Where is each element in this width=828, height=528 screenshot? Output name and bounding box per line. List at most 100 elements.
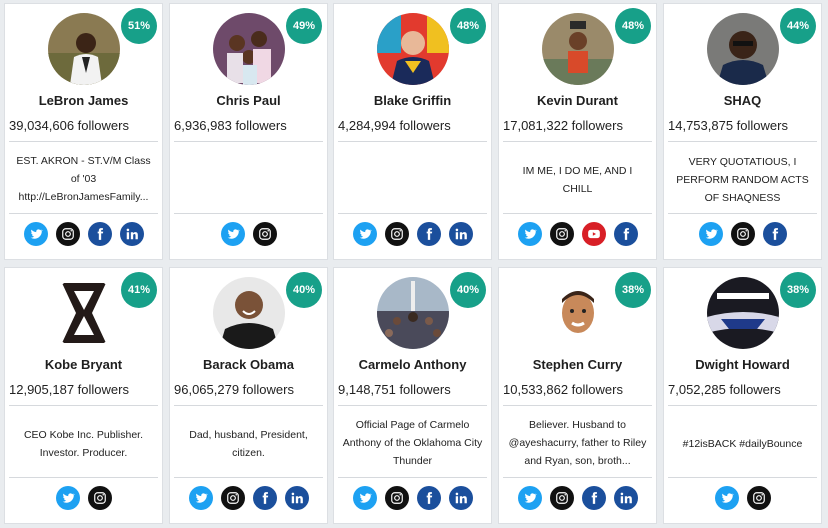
social-links <box>170 486 327 512</box>
profile-name[interactable]: Stephen Curry <box>532 357 623 372</box>
twitter-icon[interactable] <box>714 486 739 510</box>
bio-text: IM ME, I DO ME, AND I CHILL <box>522 165 633 195</box>
profile-card[interactable]: 44% SHAQ 14,753,875 followers VERY QUOTA… <box>663 3 822 260</box>
instagram-icon[interactable] <box>384 222 409 246</box>
bio-text: Believer. Husband to @ayeshacurry, fathe… <box>508 419 647 467</box>
profile-card[interactable]: 51% LeBron James 39,034,606 followers ES… <box>4 3 163 260</box>
follower-count: 39,034,606 followers <box>9 118 129 133</box>
social-links <box>334 486 491 512</box>
divider <box>338 141 487 142</box>
profile-name[interactable]: LeBron James <box>38 93 129 108</box>
match-score-badge: 48% <box>450 8 486 44</box>
instagram-icon[interactable] <box>730 222 755 246</box>
twitter-icon[interactable] <box>55 486 80 510</box>
match-score-badge: 51% <box>121 8 157 44</box>
facebook-icon[interactable] <box>762 222 787 246</box>
avatar[interactable] <box>542 13 614 85</box>
follower-count: 6,936,983 followers <box>174 118 287 133</box>
linkedin-icon[interactable] <box>284 486 309 510</box>
twitter-icon[interactable] <box>517 486 542 510</box>
match-score-badge: 38% <box>615 272 651 308</box>
follower-count: 96,065,279 followers <box>174 382 294 397</box>
match-score-badge: 40% <box>286 272 322 308</box>
profile-bio: CEO Kobe Inc. Publisher. Investor. Produ… <box>13 410 154 478</box>
profile-card[interactable]: 48% Kevin Durant 17,081,322 followers IM… <box>498 3 657 260</box>
follower-count: 7,052,285 followers <box>668 382 781 397</box>
facebook-icon[interactable] <box>252 486 277 510</box>
divider <box>174 405 323 406</box>
avatar[interactable] <box>213 277 285 349</box>
facebook-icon[interactable] <box>416 486 441 510</box>
instagram-icon[interactable] <box>384 486 409 510</box>
match-score-badge: 41% <box>121 272 157 308</box>
follower-count: 14,753,875 followers <box>668 118 788 133</box>
linkedin-icon[interactable] <box>613 486 638 510</box>
instagram-icon[interactable] <box>549 222 574 246</box>
instagram-icon[interactable] <box>55 222 80 246</box>
facebook-icon[interactable] <box>581 486 606 510</box>
bio-text: CEO Kobe Inc. Publisher. Investor. Produ… <box>23 429 144 459</box>
twitter-icon[interactable] <box>352 222 377 246</box>
divider <box>668 405 817 406</box>
instagram-icon[interactable] <box>549 486 574 510</box>
linkedin-icon[interactable] <box>119 222 144 246</box>
divider <box>503 141 652 142</box>
profile-card[interactable]: 38% Dwight Howard 7,052,285 followers #1… <box>663 267 822 524</box>
profile-card[interactable]: 40% Carmelo Anthony 9,148,751 followers … <box>333 267 492 524</box>
profile-card[interactable]: 38% Stephen Curry 10,533,862 followers B… <box>498 267 657 524</box>
instagram-icon[interactable] <box>746 486 771 510</box>
twitter-icon[interactable] <box>517 222 542 246</box>
profile-name[interactable]: Kobe Bryant <box>44 357 123 372</box>
twitter-icon[interactable] <box>352 486 377 510</box>
follower-count: 9,148,751 followers <box>338 382 451 397</box>
profile-card[interactable]: 48% Blake Griffin 4,284,994 followers <box>333 3 492 260</box>
instagram-icon[interactable] <box>87 486 112 510</box>
profile-bio: VERY QUOTATIOUS, I PERFORM RANDOM ACTS O… <box>672 146 813 214</box>
social-links <box>5 222 162 248</box>
profile-name[interactable]: Barack Obama <box>202 357 295 372</box>
divider <box>503 405 652 406</box>
follower-count: 12,905,187 followers <box>9 382 129 397</box>
instagram-icon[interactable] <box>220 486 245 510</box>
profile-name[interactable]: Dwight Howard <box>695 357 790 372</box>
social-links <box>334 222 491 248</box>
youtube-icon[interactable] <box>581 222 606 246</box>
profile-bio: Dad, husband, President, citizen. <box>178 410 319 478</box>
avatar[interactable] <box>213 13 285 85</box>
twitter-icon[interactable] <box>188 486 213 510</box>
linkedin-icon[interactable] <box>448 486 473 510</box>
avatar[interactable] <box>48 13 120 85</box>
twitter-icon[interactable] <box>220 222 245 246</box>
linkedin-icon[interactable] <box>448 222 473 246</box>
profile-card[interactable]: 49% Chris Paul 6,936,983 followers <box>169 3 328 260</box>
facebook-icon[interactable] <box>416 222 441 246</box>
match-score-badge: 40% <box>450 272 486 308</box>
twitter-icon[interactable] <box>698 222 723 246</box>
avatar[interactable] <box>542 277 614 349</box>
avatar[interactable] <box>377 277 449 349</box>
avatar[interactable] <box>707 277 779 349</box>
divider <box>9 405 158 406</box>
profile-name[interactable]: Blake Griffin <box>373 93 452 108</box>
avatar[interactable] <box>48 277 120 349</box>
profile-card[interactable]: 41% Kobe Bryant 12,905,187 followers CEO… <box>4 267 163 524</box>
profile-name[interactable]: Kevin Durant <box>537 93 618 108</box>
profile-name[interactable]: Carmelo Anthony <box>358 357 467 372</box>
profile-name[interactable]: SHAQ <box>723 93 762 108</box>
facebook-icon[interactable] <box>87 222 112 246</box>
facebook-icon[interactable] <box>613 222 638 246</box>
instagram-icon[interactable] <box>252 222 277 246</box>
avatar[interactable] <box>377 13 449 85</box>
divider <box>668 141 817 142</box>
avatar[interactable] <box>707 13 779 85</box>
divider <box>503 213 652 214</box>
profile-bio: IM ME, I DO ME, AND I CHILL <box>507 146 648 214</box>
profile-name[interactable]: Chris Paul <box>216 93 281 108</box>
divider <box>9 477 158 478</box>
social-links <box>5 486 162 512</box>
profile-card[interactable]: 40% Barack Obama 96,065,279 followers Da… <box>169 267 328 524</box>
match-score-badge: 38% <box>780 272 816 308</box>
profile-bio <box>178 152 319 208</box>
divider <box>338 213 487 214</box>
twitter-icon[interactable] <box>23 222 48 246</box>
